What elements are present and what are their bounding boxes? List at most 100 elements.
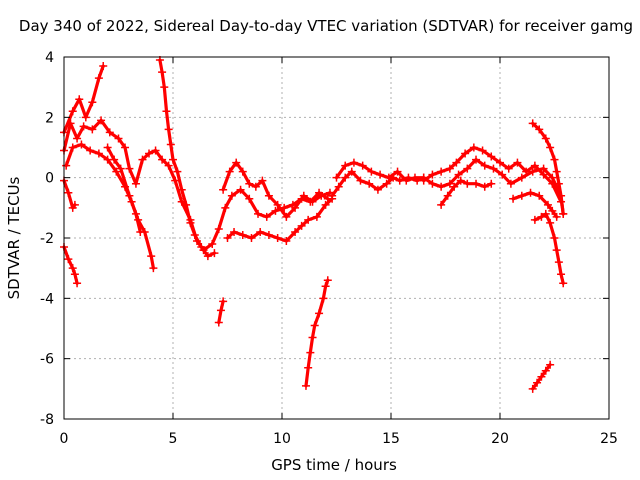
x-tick-label: 5 (169, 431, 178, 447)
data-point (203, 252, 212, 261)
data-point (138, 155, 147, 164)
y-tick-label: -6 (40, 352, 54, 368)
data-point (70, 270, 79, 279)
data-point (145, 149, 154, 158)
data-point (214, 318, 223, 327)
data-point (105, 128, 114, 137)
data-point (356, 176, 365, 185)
data-point (169, 155, 177, 164)
y-tick-label: -8 (40, 412, 54, 428)
data-point (454, 170, 463, 179)
data-point (528, 119, 537, 128)
data-point (526, 188, 535, 197)
data-point (402, 176, 411, 185)
data-point (273, 200, 282, 209)
data-point (136, 227, 145, 236)
data-point (68, 143, 77, 152)
data-point (552, 167, 561, 176)
data-point (334, 182, 343, 191)
data-point (94, 74, 103, 83)
data-point (310, 321, 319, 330)
data-point (463, 164, 472, 173)
data-point (88, 125, 97, 134)
data-point (410, 173, 419, 182)
data-point (321, 200, 330, 209)
series-arc-f (103, 143, 145, 236)
data-point (219, 297, 228, 306)
data-point (214, 224, 223, 233)
data-point (208, 240, 217, 249)
data-point (114, 134, 123, 143)
data-point (190, 230, 199, 239)
data-point (537, 372, 546, 381)
data-point (537, 212, 546, 221)
data-point (480, 161, 489, 170)
data-point (541, 134, 550, 143)
y-tick-label: 2 (45, 110, 54, 126)
data-point (552, 212, 561, 221)
data-point (230, 227, 239, 236)
series-arc-s (528, 360, 555, 393)
data-point (166, 140, 175, 149)
series-line (62, 179, 77, 210)
data-point (543, 200, 552, 209)
data-point (461, 149, 470, 158)
data-point (557, 191, 566, 200)
data-point (509, 194, 518, 203)
data-point (262, 212, 271, 221)
data-point (79, 122, 88, 131)
data-point (530, 215, 539, 224)
x-tick-label: 0 (60, 431, 69, 447)
data-point (341, 173, 350, 182)
data-point (171, 176, 180, 185)
data-point (437, 167, 446, 176)
data-point (546, 143, 555, 152)
data-point (517, 173, 526, 182)
data-point (382, 179, 391, 188)
data-point (557, 270, 566, 279)
data-point (550, 234, 559, 242)
data-point (376, 170, 385, 179)
data-point (554, 258, 563, 267)
data-point (559, 209, 568, 218)
data-point (86, 146, 95, 155)
data-point (238, 167, 247, 176)
data-point (151, 146, 160, 155)
data-point (73, 279, 82, 288)
data-point (445, 164, 454, 173)
data-point (347, 167, 356, 176)
data-point (223, 234, 232, 242)
data-point (271, 206, 280, 215)
data-point (68, 107, 77, 116)
y-tick-label: -4 (40, 291, 54, 307)
series-arc-o (437, 176, 496, 209)
data-point (472, 179, 481, 188)
x-tick-label: 20 (491, 431, 509, 447)
data-point (227, 191, 236, 200)
data-point (125, 164, 134, 173)
data-point (88, 98, 97, 107)
y-tick-label: -2 (40, 231, 54, 247)
series-arc-i (223, 194, 337, 246)
data-point (219, 185, 228, 194)
data-point (306, 348, 315, 357)
data-point (236, 185, 245, 194)
data-point (541, 209, 550, 218)
data-point (478, 146, 487, 155)
data-point (552, 246, 561, 255)
data-point (323, 276, 332, 285)
data-point (164, 125, 173, 134)
data-point (504, 164, 513, 173)
data-point (177, 185, 186, 194)
data-point (158, 68, 167, 77)
data-point (254, 209, 263, 218)
series-arc-h (214, 297, 228, 327)
data-point (452, 158, 461, 167)
data-point (282, 212, 291, 221)
data-point (301, 381, 310, 390)
data-point (535, 125, 544, 134)
data-point (365, 179, 374, 188)
data-point (513, 158, 522, 167)
data-point (517, 191, 526, 200)
data-point (186, 218, 195, 227)
